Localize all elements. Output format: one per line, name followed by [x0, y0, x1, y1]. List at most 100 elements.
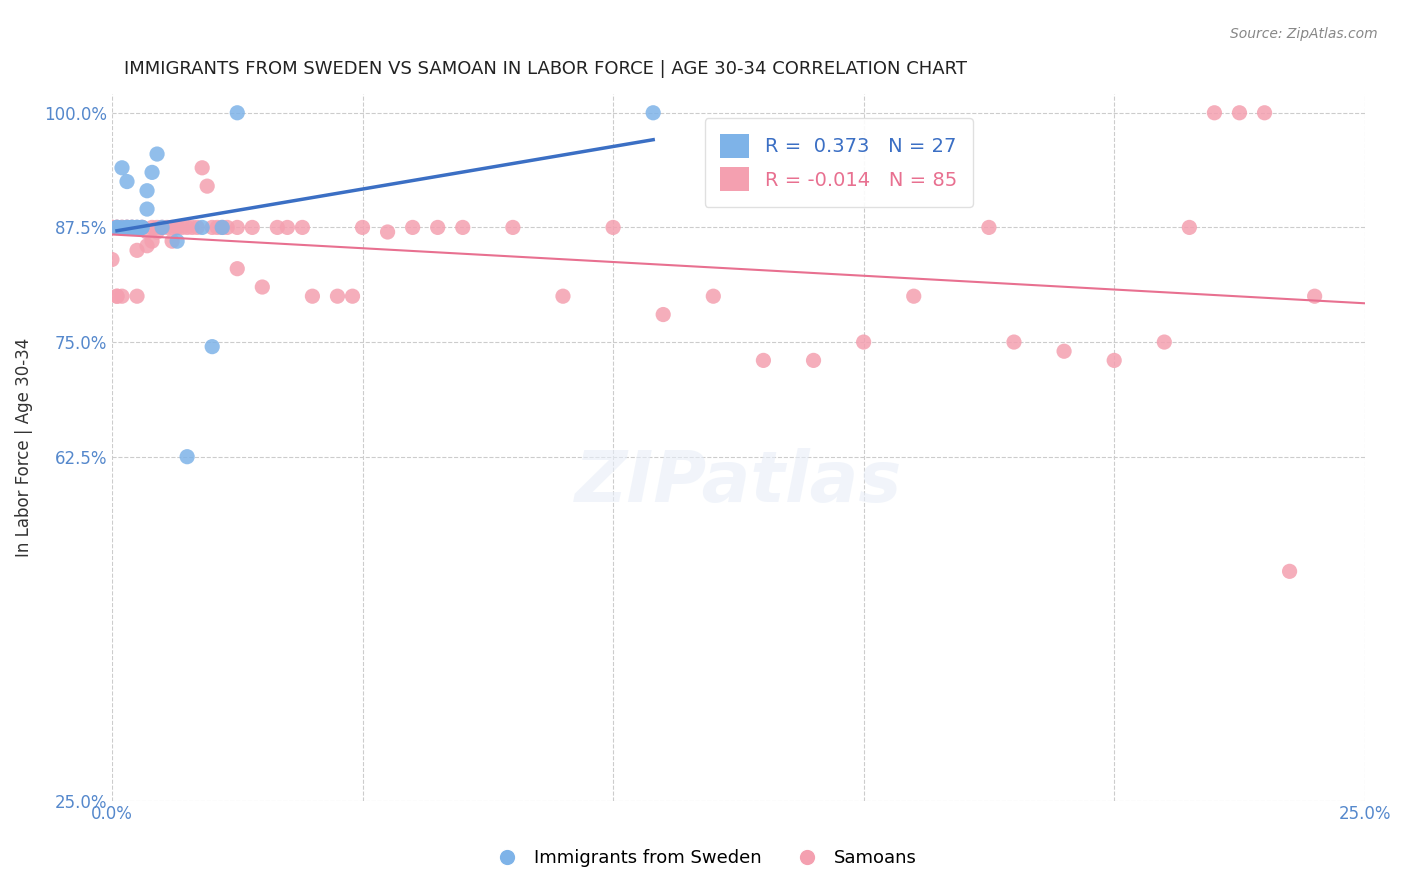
Point — [1204, 105, 1226, 120]
Point — [156, 220, 179, 235]
Point — [602, 220, 624, 235]
Legend: Immigrants from Sweden, Samoans: Immigrants from Sweden, Samoans — [482, 842, 924, 874]
Point — [146, 147, 169, 161]
Point — [1053, 344, 1076, 359]
Point — [121, 220, 143, 235]
Point — [252, 280, 274, 294]
Point — [266, 220, 288, 235]
Point — [276, 220, 298, 235]
Point — [211, 220, 233, 235]
Point — [172, 220, 194, 235]
Point — [186, 220, 208, 235]
Point — [205, 220, 228, 235]
Point — [121, 220, 143, 235]
Point — [451, 220, 474, 235]
Point — [125, 220, 148, 235]
Point — [201, 340, 224, 354]
Point — [125, 244, 148, 258]
Point — [141, 234, 163, 248]
Point — [131, 220, 153, 235]
Point — [111, 220, 134, 235]
Y-axis label: In Labor Force | Age 30-34: In Labor Force | Age 30-34 — [15, 338, 32, 558]
Point — [166, 234, 188, 248]
Point — [146, 225, 169, 239]
Point — [176, 450, 198, 464]
Point — [150, 220, 173, 235]
Point — [105, 220, 128, 235]
Point — [240, 220, 263, 235]
Point — [115, 220, 138, 235]
Point — [166, 220, 188, 235]
Point — [377, 225, 399, 239]
Point — [115, 220, 138, 235]
Point — [1253, 105, 1275, 120]
Point — [226, 220, 249, 235]
Point — [121, 220, 143, 235]
Point — [502, 220, 524, 235]
Point — [121, 220, 143, 235]
Point — [752, 353, 775, 368]
Point — [226, 105, 249, 120]
Point — [115, 175, 138, 189]
Point — [217, 220, 239, 235]
Point — [803, 353, 825, 368]
Point — [125, 289, 148, 303]
Point — [160, 234, 183, 248]
Point — [652, 308, 675, 322]
Legend: R =  0.373   N = 27, R = -0.014   N = 85: R = 0.373 N = 27, R = -0.014 N = 85 — [704, 119, 973, 207]
Point — [342, 289, 364, 303]
Point — [150, 220, 173, 235]
Point — [121, 220, 143, 235]
Point — [141, 220, 163, 235]
Point — [111, 220, 134, 235]
Point — [326, 289, 349, 303]
Point — [105, 220, 128, 235]
Point — [352, 220, 374, 235]
Point — [136, 184, 159, 198]
Point — [291, 220, 314, 235]
Point — [131, 220, 153, 235]
Point — [181, 220, 204, 235]
Point — [1102, 353, 1125, 368]
Point — [1278, 565, 1301, 579]
Point — [201, 220, 224, 235]
Point — [551, 289, 574, 303]
Point — [426, 220, 449, 235]
Point — [702, 289, 724, 303]
Point — [160, 220, 183, 235]
Point — [101, 220, 124, 235]
Point — [136, 225, 159, 239]
Point — [643, 105, 665, 120]
Point — [115, 220, 138, 235]
Point — [115, 220, 138, 235]
Point — [111, 220, 134, 235]
Point — [1002, 334, 1025, 349]
Point — [101, 252, 124, 267]
Point — [131, 220, 153, 235]
Point — [105, 220, 128, 235]
Point — [1229, 105, 1251, 120]
Point — [1153, 334, 1175, 349]
Point — [301, 289, 323, 303]
Point — [136, 202, 159, 216]
Point — [105, 289, 128, 303]
Point — [125, 220, 148, 235]
Point — [141, 165, 163, 179]
Point — [115, 220, 138, 235]
Point — [105, 220, 128, 235]
Text: ZIPatlas: ZIPatlas — [575, 449, 903, 517]
Point — [136, 239, 159, 253]
Point — [977, 220, 1000, 235]
Point — [211, 220, 233, 235]
Point — [146, 220, 169, 235]
Point — [166, 220, 188, 235]
Point — [115, 220, 138, 235]
Point — [105, 289, 128, 303]
Point — [131, 220, 153, 235]
Point — [105, 220, 128, 235]
Point — [111, 220, 134, 235]
Point — [101, 220, 124, 235]
Point — [1178, 220, 1201, 235]
Point — [105, 220, 128, 235]
Point — [1303, 289, 1326, 303]
